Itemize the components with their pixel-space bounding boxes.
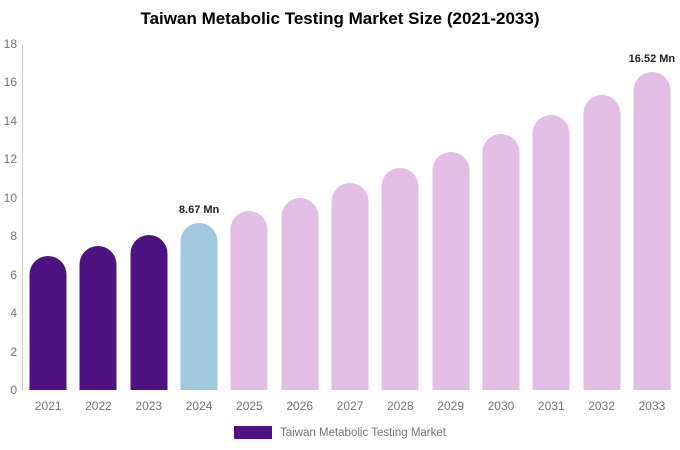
y-tick-label: 12 bbox=[3, 152, 17, 167]
bar-2030[interactable] bbox=[482, 133, 520, 390]
bar-band-2021 bbox=[23, 44, 73, 390]
plot-area: 8.67 Mn 16.52 Mn bbox=[23, 44, 677, 390]
y-tick-label: 2 bbox=[10, 344, 17, 359]
bar-2023[interactable] bbox=[130, 234, 168, 390]
x-tick-label-2033: 2033 bbox=[638, 399, 666, 413]
bar-band-2030 bbox=[476, 44, 526, 390]
x-tick-label-2021: 2021 bbox=[34, 399, 62, 413]
bar-2027[interactable] bbox=[331, 183, 369, 390]
y-tick-label: 6 bbox=[10, 267, 17, 282]
x-tick-label-2026: 2026 bbox=[286, 399, 314, 413]
x-tick-label-2022: 2022 bbox=[85, 399, 112, 413]
x-tick-label-2028: 2028 bbox=[386, 399, 414, 413]
x-tick-label-2031: 2031 bbox=[537, 399, 565, 413]
bar-2025[interactable] bbox=[230, 211, 268, 390]
x-tick-label-2024: 2024 bbox=[185, 399, 213, 413]
bar-2029[interactable] bbox=[432, 151, 470, 390]
x-tick-label-2032: 2032 bbox=[588, 399, 615, 413]
legend-label: Taiwan Metabolic Testing Market bbox=[280, 426, 446, 439]
bar-2031[interactable] bbox=[532, 114, 570, 390]
bar-band-2027 bbox=[325, 44, 375, 390]
data-label-2033: 16.52 Mn bbox=[628, 53, 676, 66]
bar-band-2022 bbox=[73, 44, 123, 390]
y-tick-label: 14 bbox=[3, 113, 17, 128]
y-axis: 0 2 4 6 8 10 12 14 16 18 bbox=[0, 37, 17, 397]
bar-band-2026 bbox=[275, 44, 325, 390]
y-tick-label: 0 bbox=[10, 383, 17, 397]
bar-2028[interactable] bbox=[381, 168, 419, 390]
x-tick-label-2025: 2025 bbox=[236, 399, 263, 413]
bar-band-2032 bbox=[576, 44, 626, 390]
legend-swatch bbox=[234, 426, 272, 439]
bar-2024[interactable] bbox=[180, 223, 218, 390]
y-axis-line bbox=[22, 44, 23, 391]
bar-band-2025 bbox=[224, 44, 274, 390]
x-tick-label-2023: 2023 bbox=[135, 399, 163, 413]
bar-2022[interactable] bbox=[79, 245, 117, 390]
x-tick-label-2030: 2030 bbox=[487, 399, 515, 413]
bar-band-2024: 8.67 Mn bbox=[174, 44, 224, 390]
chart-title: Taiwan Metabolic Testing Market Size (20… bbox=[140, 9, 540, 28]
bar-band-2031 bbox=[526, 44, 576, 390]
y-tick-label: 4 bbox=[10, 306, 17, 321]
legend-item[interactable]: Taiwan Metabolic Testing Market bbox=[0, 426, 680, 439]
data-label-2024: 8.67 Mn bbox=[178, 204, 220, 217]
bar-band-2023 bbox=[124, 44, 174, 390]
bar-2021[interactable] bbox=[29, 255, 67, 390]
bar-band-2028 bbox=[375, 44, 425, 390]
bar-band-2029 bbox=[426, 44, 476, 390]
y-tick-label: 16 bbox=[3, 75, 17, 90]
y-tick-label: 8 bbox=[10, 229, 17, 244]
bar-2032[interactable] bbox=[583, 94, 621, 390]
bar-2026[interactable] bbox=[281, 197, 319, 390]
y-tick-label: 18 bbox=[3, 37, 17, 51]
bar-2033[interactable] bbox=[633, 72, 671, 390]
x-tick-label-2029: 2029 bbox=[437, 399, 464, 413]
y-tick-label: 10 bbox=[3, 190, 17, 205]
bar-band-2033: 16.52 Mn bbox=[627, 44, 677, 390]
x-axis: 2021 2022 2023 2024 2025 2026 2027 2028 2029 2030… bbox=[23, 399, 677, 413]
x-tick-label-2027: 2027 bbox=[336, 399, 364, 413]
